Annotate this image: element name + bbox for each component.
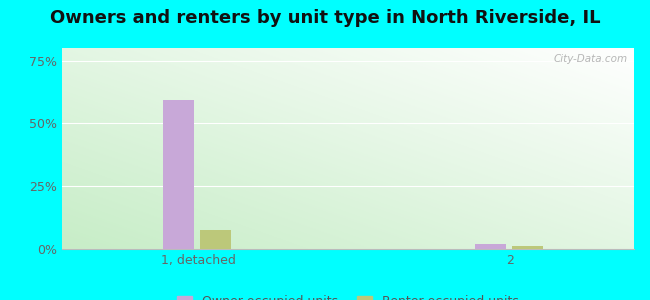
Bar [163,100,194,249]
Text: Owners and renters by unit type in North Riverside, IL: Owners and renters by unit type in North… [50,9,600,27]
Text: City-Data.com: City-Data.com [554,54,628,64]
Bar [475,244,506,249]
Bar [200,230,231,249]
Legend: Owner occupied units, Renter occupied units: Owner occupied units, Renter occupied un… [177,296,519,300]
Bar [512,246,543,249]
